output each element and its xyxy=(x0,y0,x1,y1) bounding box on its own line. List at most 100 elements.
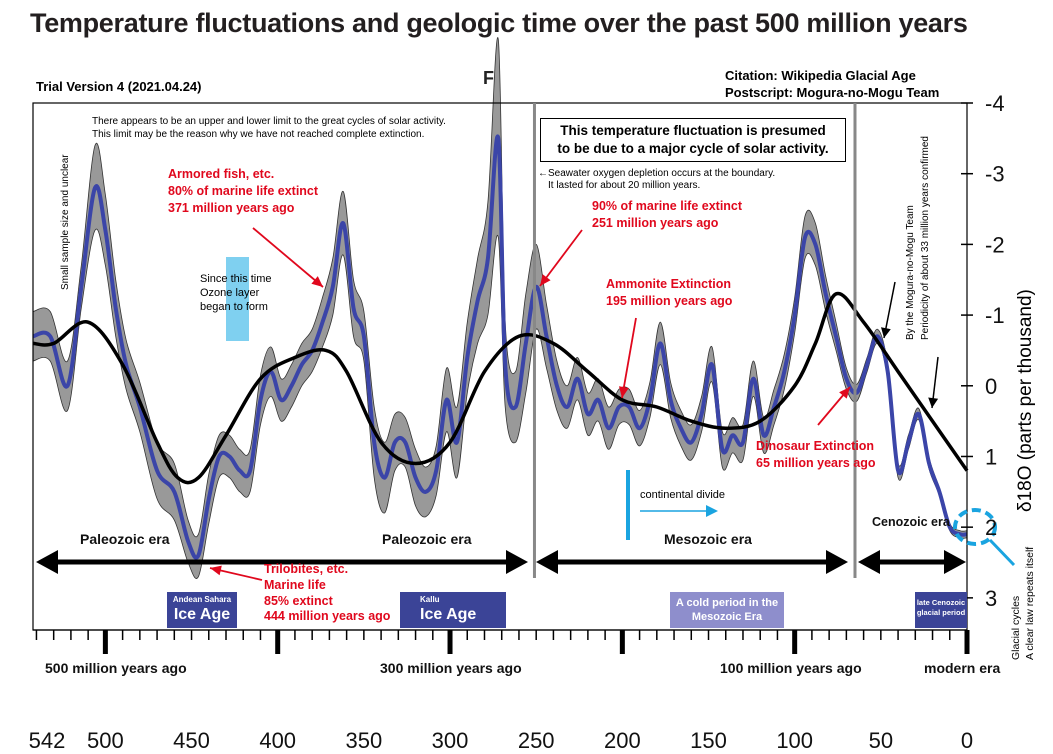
x-tick-label-0: 0 xyxy=(961,728,973,753)
armored-arrow-head xyxy=(311,276,323,287)
time-label-modern: modern era xyxy=(924,660,1001,676)
mesozoic-cold-line-1: A cold period in the xyxy=(675,597,779,609)
ammonite-arrow-head xyxy=(619,386,629,398)
ice-age-kallu-main: Ice Age xyxy=(420,606,477,623)
era-paleozoic-1: Paleozoic era xyxy=(80,531,170,547)
ammonite-line-2: 195 million years ago xyxy=(606,294,733,308)
cenozoic-arrow-head-left xyxy=(858,550,880,574)
dinosaur-arrow-head xyxy=(839,387,850,399)
x-tick-label-450: 450 xyxy=(173,728,210,753)
ozone-and-divide-layer xyxy=(226,257,718,540)
uncertainty-band-layer xyxy=(32,37,968,579)
mesozoic-arrow-head-left xyxy=(536,550,558,574)
small-sample-note: Small sample size and unclear xyxy=(60,154,71,290)
chart-title: Temperature fluctuations and geologic ti… xyxy=(30,8,968,38)
ice-age-mesozoic: A cold period in the Mesozoic Era xyxy=(670,592,784,628)
ice-age-kallu: Kallu Ice Age xyxy=(400,592,506,628)
late-cenozoic-line-1: late Cenozoic xyxy=(916,598,966,607)
cenozoic-arrow-head-right xyxy=(944,550,966,574)
mogura-note-line-2: Periodicity of about 33 million years co… xyxy=(920,136,931,340)
time-label-500: 500 million years ago xyxy=(45,660,187,676)
continental-divide-label: continental divide xyxy=(640,489,726,501)
permian-arrow-head xyxy=(540,274,551,286)
mogura-arrow-1-head xyxy=(881,327,891,338)
dinosaur-line-2: 65 million years ago xyxy=(756,456,876,470)
permian-line-1: 90% of marine life extinct xyxy=(592,199,743,213)
seawater-note-line-2: It lasted for about 20 million years. xyxy=(548,180,701,191)
mesozoic-arrow-head-right xyxy=(826,550,848,574)
paleozoic-arrow-head-right xyxy=(506,550,528,574)
x-tick-label-250: 250 xyxy=(518,728,555,753)
era-mesozoic: Mesozoic era xyxy=(664,531,752,547)
armored-line-3: 371 million years ago xyxy=(168,201,295,215)
y-tick-label-1: 1 xyxy=(985,444,997,469)
armored-line-1: Armored fish, etc. xyxy=(168,167,275,181)
tick-layer: 542 500 450 400 350 300 250 200 150 100 50 0-4-3-2-… xyxy=(29,91,1005,753)
ozone-note-line-1: Since this time xyxy=(200,273,272,285)
limit-note-line-2: This limit may be the reason why we have… xyxy=(92,129,425,140)
limit-note-line-1: There appears to be an upper and lower l… xyxy=(92,116,446,127)
y-tick-label-3: 3 xyxy=(985,586,997,611)
presumed-line-2: to be due to a major cycle of solar acti… xyxy=(557,141,829,156)
mogura-note-line-1: By the Mogura-no-Mogu Team xyxy=(905,205,916,340)
y-tick-label--4: -4 xyxy=(985,91,1005,116)
ozone-bar xyxy=(226,257,249,341)
continental-divide-arrow-head xyxy=(706,505,718,517)
annotation-arrows-layer xyxy=(36,227,1016,581)
armored-line-2: 80% of marine life extinct xyxy=(168,184,319,198)
presumed-box: This temperature fluctuation is presumed… xyxy=(540,118,846,162)
late-cenozoic-line-2: glacial period xyxy=(916,608,966,617)
ice-age-late-cenozoic: late Cenozoic glacial period xyxy=(915,592,967,628)
glacial-note-line-2: A clear law repeats itself xyxy=(1024,546,1036,660)
citation: Citation: Wikipedia Glacial Age xyxy=(725,68,916,83)
x-tick-label-200: 200 xyxy=(604,728,641,753)
trilobites-line-4: 444 million years ago xyxy=(264,609,391,623)
ice-age-andean: Andean Sahara Ice Age xyxy=(167,592,237,628)
seawater-note-line-1: ←Seawater oxygen depletion occurs at the… xyxy=(538,168,776,179)
x-tick-label-300: 300 xyxy=(432,728,469,753)
uncertainty-band xyxy=(32,37,968,579)
glacial-cycle-circle xyxy=(953,508,997,546)
black-curve-layer xyxy=(32,291,969,485)
dinosaur-line-1: Dinosaur Extinction xyxy=(756,439,875,453)
ammonite-arrow-line xyxy=(621,317,637,399)
x-tick-label-50: 50 xyxy=(869,728,893,753)
era-paleozoic-2: Paleozoic era xyxy=(382,531,472,547)
time-label-100: 100 million years ago xyxy=(720,660,862,676)
ice-age-andean-sub: Andean Sahara xyxy=(172,595,232,604)
ozone-note-line-2: Ozone layer xyxy=(200,287,260,299)
ice-age-kallu-sub: Kallu xyxy=(420,595,440,604)
black-smoothed-curve xyxy=(32,291,969,485)
x-tick-label-500: 500 xyxy=(87,728,124,753)
trilobites-line-2: Marine life xyxy=(264,578,326,592)
y-tick-label--2: -2 xyxy=(985,232,1005,257)
y-tick-label--3: -3 xyxy=(985,162,1005,187)
x-tick-label-100: 100 xyxy=(776,728,813,753)
time-label-300: 300 million years ago xyxy=(380,660,522,676)
glacial-cycle-pointer xyxy=(988,538,1016,567)
trilobites-arrow-head xyxy=(210,565,222,576)
ammonite-line-1: Ammonite Extinction xyxy=(606,277,732,291)
x-tick-label-150: 150 xyxy=(690,728,727,753)
trilobites-line-1: Trilobites, etc. xyxy=(264,562,349,576)
blue-temperature-curve xyxy=(32,134,968,560)
ice-age-andean-main: Ice Age xyxy=(173,606,231,623)
mogura-arrow-2-head xyxy=(928,397,939,408)
postscript: Postscript: Mogura-no-Mogu Team xyxy=(725,85,940,100)
permian-arrow-line xyxy=(539,229,583,287)
ozone-note-line-3: began to form xyxy=(200,301,268,313)
mesozoic-cold-line-2: Mesozoic Era xyxy=(691,611,763,623)
x-tick-label-542: 542 xyxy=(29,728,66,753)
x-tick-label-400: 400 xyxy=(259,728,296,753)
trial-version: Trial Version 4 (2021.04.24) xyxy=(36,79,202,94)
permian-line-2: 251 million years ago xyxy=(592,216,719,230)
blue-curve-layer xyxy=(32,134,968,560)
armored-arrow-line xyxy=(252,227,324,288)
y-axis-label: δ18O (parts per thousand) xyxy=(1015,289,1036,512)
x-tick-label-350: 350 xyxy=(346,728,383,753)
partial-top-glyph: F xyxy=(483,68,494,88)
presumed-line-1: This temperature fluctuation is presumed xyxy=(560,123,826,138)
glacial-note-line-1: Glacial cycles xyxy=(1010,595,1022,660)
